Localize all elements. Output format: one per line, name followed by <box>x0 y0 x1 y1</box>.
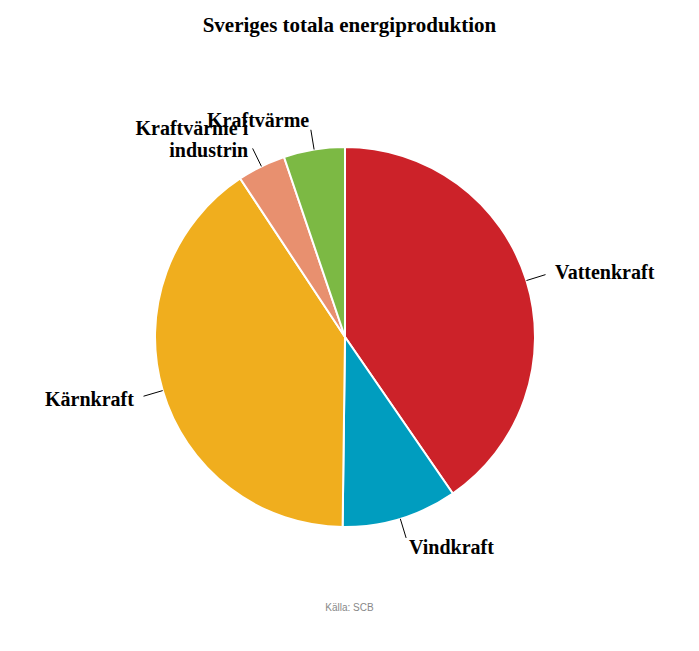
html-text:Källa: SCB: Källa: SCB <box>325 602 374 613</box>
svg-text:Kärnkraft: Kärnkraft <box>45 388 134 410</box>
html-text:industrin: industrin <box>169 139 249 162</box>
svg-text:Kraftvärme: Kraftvärme <box>207 109 309 131</box>
html-text:Kraftvärme i: Kraftvärme i <box>135 117 249 140</box>
html-text:Sveriges totala energiprodukti: Sveriges totala energiproduktion <box>202 13 497 37</box>
svg-text:Vindkraft: Vindkraft <box>409 536 494 558</box>
svg-text:Vattenkraft: Vattenkraft <box>555 261 655 283</box>
